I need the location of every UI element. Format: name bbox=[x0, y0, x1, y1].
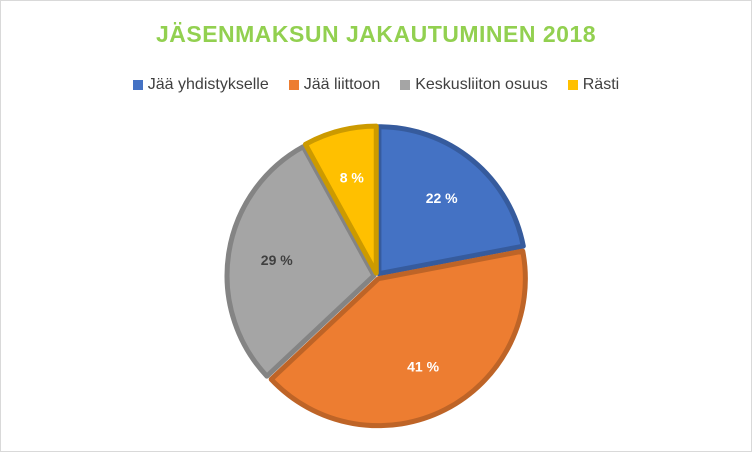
chart-legend: Jää yhdistykselle Jää liittoon Keskuslii… bbox=[1, 76, 751, 94]
legend-label: Jää yhdistykselle bbox=[147, 76, 269, 93]
slice-data-label: 8 % bbox=[340, 170, 365, 186]
pie-slice-1 bbox=[268, 248, 528, 429]
legend-swatch bbox=[567, 80, 578, 90]
legend-swatch bbox=[132, 80, 143, 90]
chart-title: JÄSENMAKSUN JAKAUTUMINEN 2018 bbox=[155, 21, 597, 47]
legend-item-keskusliiton-osuus: Keskusliiton osuus bbox=[400, 76, 548, 94]
slice-data-label: 22 % bbox=[426, 190, 458, 206]
legend-item-rasti: Rästi bbox=[567, 76, 620, 94]
legend-item-jaa-liittoon: Jää liittoon bbox=[288, 76, 381, 94]
legend-label: Jää liittoon bbox=[303, 76, 381, 93]
legend-item-jaa-yhdistykselle: Jää yhdistykselle bbox=[132, 76, 269, 94]
slice-data-label: 29 % bbox=[261, 252, 293, 268]
legend-label: Rästi bbox=[582, 76, 620, 93]
legend-swatch bbox=[288, 80, 299, 90]
pie-slice-2 bbox=[224, 144, 377, 379]
pie-slice-0 bbox=[376, 124, 526, 277]
legend-swatch bbox=[400, 80, 411, 90]
legend-label: Keskusliiton osuus bbox=[415, 76, 548, 93]
slice-data-label: 41 % bbox=[407, 358, 439, 374]
pie-slice-3 bbox=[302, 123, 379, 276]
